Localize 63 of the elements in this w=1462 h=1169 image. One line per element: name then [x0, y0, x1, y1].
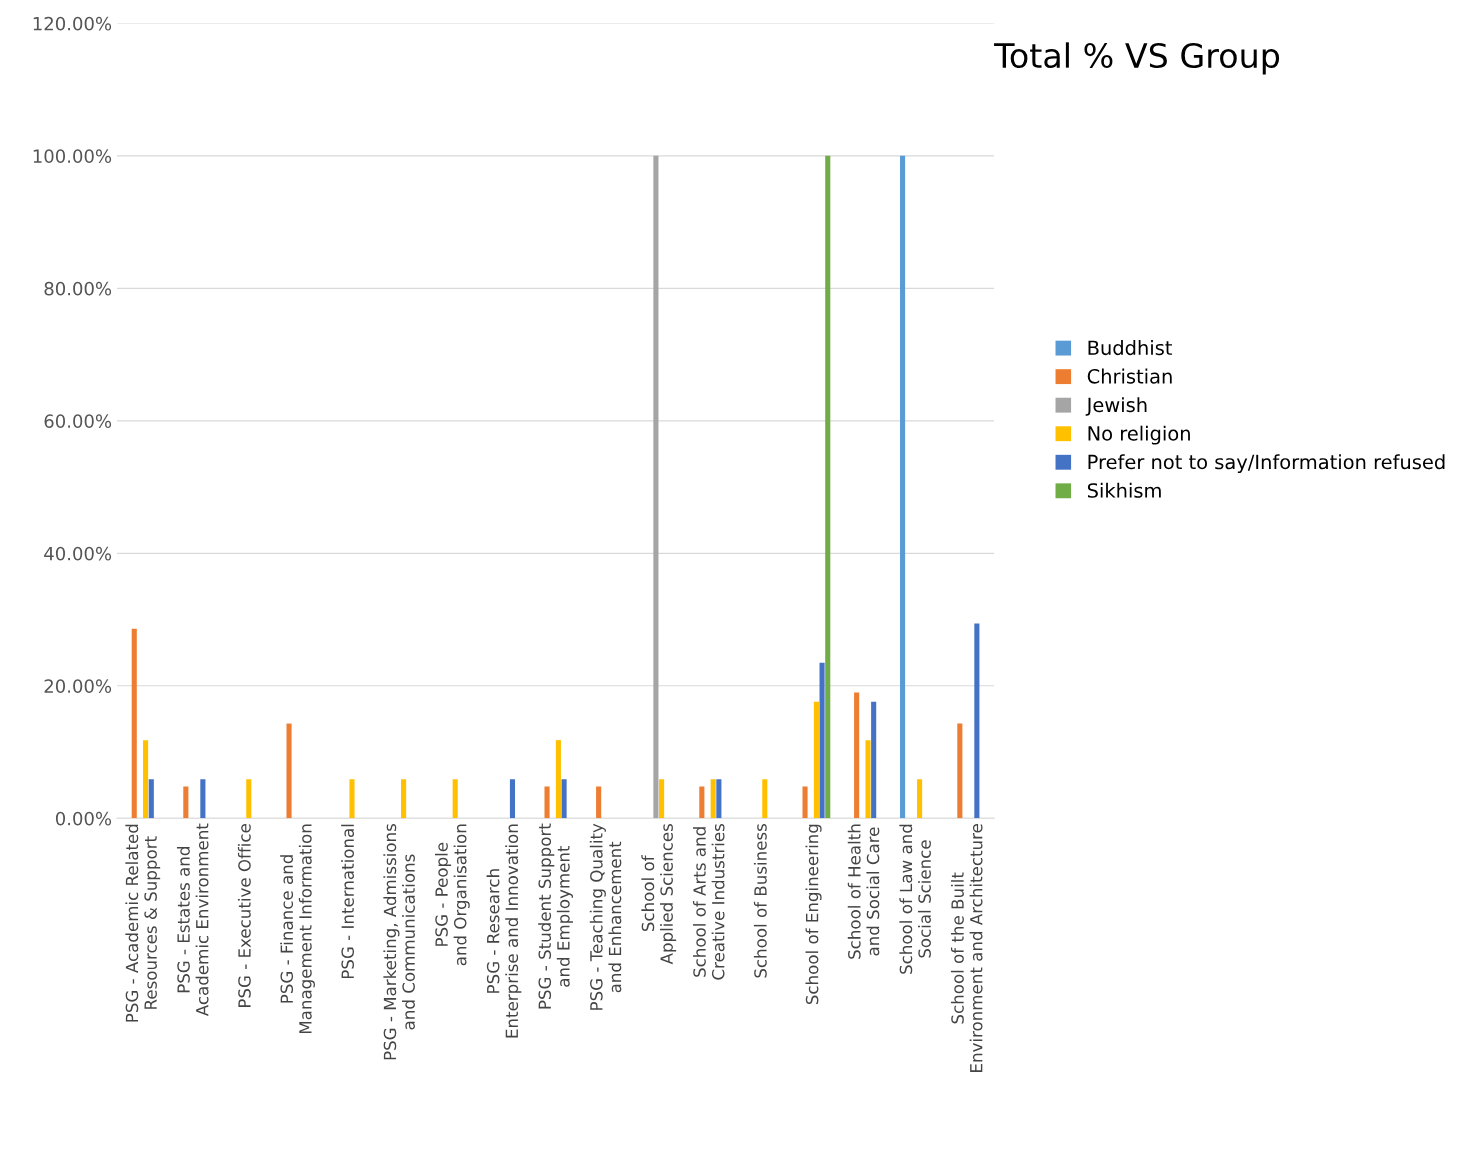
legend-label: Sikhism [1087, 482, 1161, 498]
bar [659, 779, 665, 819]
bar [452, 779, 458, 819]
legend-label: No religion [1088, 425, 1190, 445]
bar [131, 628, 137, 819]
bar [854, 692, 860, 819]
bar [143, 740, 149, 819]
bar [917, 779, 923, 819]
bar [653, 155, 659, 819]
x-tick-label: PSG - Estates and Academic Environment [176, 823, 209, 1017]
text: Total % VS Group [994, 42, 1280, 75]
bar [148, 779, 154, 819]
bar [596, 786, 602, 819]
y-tick-label: 20.00% [44, 679, 112, 693]
bar [813, 701, 819, 819]
x-tick-label: School of Arts and Creative Industries [692, 823, 725, 980]
bar [762, 779, 768, 819]
bar [974, 623, 980, 819]
x-tick-label: PSG - Research Enterprise and Innovation [486, 824, 522, 1038]
legend-label: Jewish [1085, 397, 1147, 416]
bar [871, 701, 877, 819]
bar [200, 779, 206, 819]
bar [401, 779, 407, 819]
x-tick-label: School of the Built Environment and Architecture [950, 824, 983, 1072]
x-tick-label: School of Business [753, 823, 767, 978]
bar [819, 662, 825, 819]
x-tick-label: School of Health and Social Care [847, 824, 880, 959]
x-tick-label: PSG - Teaching Quality and Enhancement [589, 823, 622, 1010]
bar [286, 723, 292, 819]
y-tick-label: 60.00% [44, 414, 112, 428]
legend-label: Christian [1087, 368, 1172, 384]
bar [710, 779, 716, 819]
y-tick-label: 0.00% [55, 811, 112, 826]
y-tick-label: 40.00% [44, 546, 112, 561]
bar [865, 740, 871, 819]
y-tick-label: 120.00% [33, 16, 112, 31]
bar [957, 723, 963, 819]
x-tick-label: PSG - International [341, 824, 354, 979]
legend-label: Prefer not to say/Information refused [1088, 454, 1445, 474]
bar [561, 779, 567, 819]
x-tick-label: PSG - People and Organisation [434, 824, 470, 966]
x-tick-label: PSG - Student Support and Employment [538, 823, 573, 1009]
bar [699, 786, 705, 819]
bar [544, 786, 550, 819]
x-tick-label: PSG - Marketing, Admissions and Communications [383, 823, 415, 1060]
bar [716, 779, 722, 819]
bar [802, 786, 808, 819]
bar [183, 786, 189, 819]
y-tick-label: 100.00% [33, 149, 112, 163]
bar [900, 155, 906, 819]
x-tick-label: PSG - Executive Office [237, 824, 251, 1008]
x-tick-label: School of Applied Sciences [641, 823, 677, 965]
bar [825, 155, 831, 819]
x-tick-label: PSG - Finance and Management Information [280, 824, 315, 1034]
bar [349, 779, 355, 819]
y-tick-label: 80.00% [44, 281, 112, 296]
x-tick-label: PSG - Academic Related Resources & Support [125, 824, 161, 1022]
bar [555, 740, 561, 819]
bar [509, 779, 516, 819]
x-tick-label: School of Engineering [805, 824, 822, 1005]
x-tick-label: School of Law and Social Science [899, 824, 931, 974]
legend-label: Buddhist [1088, 340, 1172, 356]
bar [246, 779, 252, 819]
